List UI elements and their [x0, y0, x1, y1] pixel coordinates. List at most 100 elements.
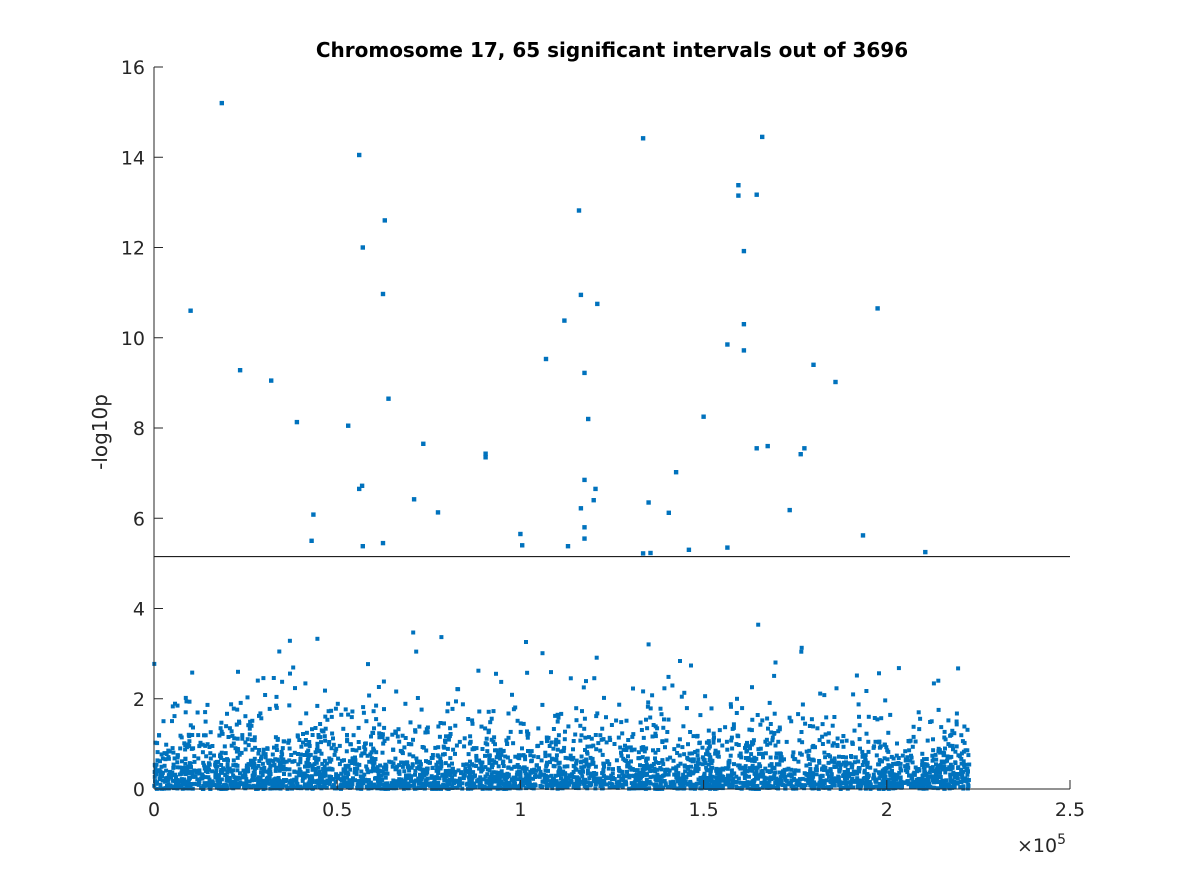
- data-point: [405, 764, 410, 769]
- data-point: [901, 780, 906, 785]
- data-point: [277, 649, 282, 654]
- x-tick-label: 1: [514, 799, 526, 821]
- data-point: [823, 732, 828, 737]
- data-point: [910, 760, 915, 765]
- data-point: [764, 737, 769, 742]
- data-point: [197, 744, 202, 749]
- data-point: [474, 746, 479, 751]
- data-point: [490, 758, 495, 763]
- significant-point: [582, 370, 587, 376]
- data-point: [852, 779, 857, 784]
- data-point: [436, 776, 441, 781]
- data-point: [942, 782, 947, 787]
- data-point: [280, 785, 284, 790]
- data-point: [246, 769, 251, 774]
- data-point: [571, 785, 576, 790]
- data-point: [468, 759, 472, 764]
- data-point: [170, 778, 175, 783]
- data-point: [928, 766, 933, 770]
- data-point: [520, 746, 524, 751]
- data-point: [417, 724, 422, 729]
- data-point: [700, 762, 705, 767]
- data-point: [356, 740, 361, 744]
- data-point: [485, 772, 490, 777]
- data-point: [860, 763, 865, 767]
- data-point: [918, 782, 923, 787]
- data-point: [252, 771, 257, 776]
- data-point: [789, 767, 794, 772]
- data-point: [553, 780, 558, 785]
- data-point: [961, 762, 966, 767]
- data-point: [792, 771, 797, 776]
- data-point: [807, 781, 812, 785]
- data-point: [729, 768, 734, 773]
- data-point: [587, 762, 592, 767]
- data-point: [549, 781, 554, 786]
- data-point: [237, 720, 242, 725]
- data-point: [566, 724, 571, 729]
- data-point: [589, 736, 594, 741]
- data-point: [690, 751, 695, 756]
- data-point: [190, 733, 195, 737]
- data-point: [324, 761, 329, 766]
- data-point: [357, 762, 362, 767]
- data-point: [355, 762, 360, 767]
- data-point: [292, 769, 297, 774]
- data-point: [886, 730, 891, 735]
- data-point: [841, 744, 846, 749]
- data-point: [487, 776, 492, 781]
- data-point: [634, 783, 638, 788]
- data-point: [949, 779, 954, 784]
- data-point: [681, 778, 686, 783]
- data-point: [796, 768, 801, 773]
- data-point: [330, 731, 335, 736]
- data-point: [688, 783, 693, 788]
- data-point: [316, 772, 321, 776]
- data-point: [409, 765, 414, 770]
- data-point: [546, 783, 551, 788]
- data-point: [825, 771, 830, 776]
- data-point: [952, 784, 957, 789]
- data-point: [658, 766, 663, 770]
- data-point: [804, 763, 809, 768]
- data-point: [236, 781, 241, 786]
- x-axis-exponent-base: ×10: [1017, 835, 1057, 857]
- data-point: [678, 779, 682, 783]
- data-point: [453, 723, 458, 728]
- data-point: [566, 756, 571, 761]
- data-point: [487, 760, 492, 764]
- data-point: [844, 780, 849, 785]
- data-point: [222, 785, 227, 790]
- data-point: [591, 775, 596, 780]
- data-point: [959, 756, 964, 761]
- data-point: [695, 748, 700, 753]
- data-point: [409, 778, 413, 782]
- data-point: [265, 769, 269, 774]
- data-point: [470, 774, 475, 779]
- data-point: [666, 784, 670, 789]
- data-point: [768, 722, 773, 726]
- data-point: [553, 773, 558, 778]
- data-point: [688, 781, 693, 786]
- data-point: [219, 763, 224, 767]
- data-point: [905, 770, 910, 774]
- data-point: [243, 783, 248, 788]
- data-point: [847, 780, 852, 785]
- data-point: [257, 759, 262, 763]
- data-point: [794, 782, 799, 787]
- data-point: [219, 720, 224, 725]
- data-point: [367, 783, 372, 787]
- data-point: [725, 766, 730, 771]
- data-point: [517, 765, 522, 770]
- data-point: [361, 710, 366, 715]
- data-point: [183, 757, 188, 761]
- data-point: [568, 676, 573, 681]
- data-point: [877, 745, 882, 750]
- data-point: [157, 768, 162, 773]
- data-point: [646, 700, 651, 705]
- data-point: [339, 758, 344, 763]
- data-point: [717, 728, 722, 733]
- data-point: [353, 758, 358, 763]
- data-point: [756, 622, 761, 627]
- data-point: [250, 765, 255, 770]
